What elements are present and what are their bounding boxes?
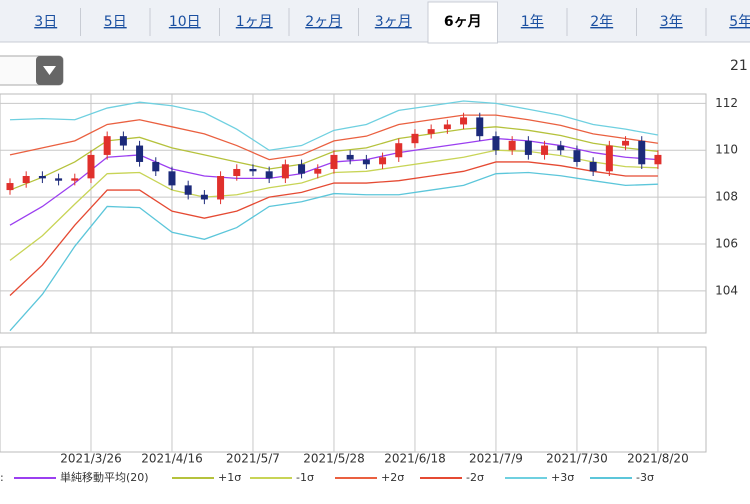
legend-text: -2σ: [466, 471, 484, 484]
candle-body: [233, 168, 241, 177]
candle-body: [379, 157, 387, 165]
y-tick-label: 112: [715, 96, 738, 110]
legend-text: +2σ: [381, 471, 404, 484]
candle-body: [605, 145, 613, 172]
candle-body: [362, 159, 370, 165]
candle-body: [460, 117, 468, 125]
candle-body: [71, 178, 79, 181]
tab[interactable]: 2年: [590, 14, 613, 30]
candle-body: [541, 145, 549, 155]
y-tick-label: 110: [715, 143, 738, 157]
corner-text: 21: [730, 58, 748, 74]
candle-body: [589, 161, 597, 172]
y-tick-label: 108: [715, 190, 738, 204]
candle-body: [346, 154, 354, 160]
legend-text: 単純移動平均(20): [60, 470, 149, 484]
candle-body: [411, 133, 419, 144]
candle-body: [427, 129, 435, 134]
tab[interactable]: 5年: [729, 14, 750, 30]
x-tick-label: 2021/8/20: [627, 452, 689, 466]
candle-body: [638, 140, 646, 165]
tab-bar: [0, 0, 750, 42]
candle-body: [103, 136, 111, 155]
candle-body: [508, 140, 516, 151]
tab[interactable]: 10日: [169, 14, 201, 30]
x-tick-label: 2021/7/9: [469, 452, 523, 466]
candle-body: [87, 154, 95, 179]
x-tick-label: 2021/6/18: [384, 452, 446, 466]
tab[interactable]: 6ヶ月: [444, 14, 482, 30]
tab[interactable]: 5日: [104, 14, 127, 30]
candle-body: [476, 117, 484, 137]
legend-label: :: [0, 471, 4, 484]
candle-body: [119, 136, 127, 146]
candle-body: [249, 168, 257, 172]
candle-body: [217, 176, 225, 200]
x-tick-label: 2021/5/7: [226, 452, 280, 466]
candle-body: [22, 176, 30, 184]
tab-selected-bg: [427, 1, 498, 44]
legend-text: +3σ: [551, 471, 574, 484]
x-tick-label: 2021/5/28: [303, 452, 365, 466]
x-tick-label: 2021/3/26: [60, 452, 122, 466]
y-tick-label: 106: [715, 236, 738, 250]
candle-body: [524, 140, 532, 155]
candle-body: [265, 171, 273, 179]
candle-body: [168, 171, 176, 186]
candle-body: [330, 154, 338, 169]
tab[interactable]: 2ヶ月: [305, 14, 342, 30]
tab[interactable]: 1年: [521, 14, 544, 30]
candle-body: [298, 164, 306, 174]
tab[interactable]: 3ヶ月: [375, 14, 412, 30]
candle-body: [38, 176, 46, 179]
candle-body: [184, 185, 192, 195]
x-tick-label: 2021/4/16: [141, 452, 203, 466]
candle-body: [622, 140, 630, 146]
candle-body: [492, 136, 500, 151]
legend-text: -1σ: [296, 471, 314, 484]
tab[interactable]: 3年: [660, 14, 683, 30]
candle-body: [654, 154, 662, 165]
candle-body: [136, 145, 144, 162]
candle-body: [557, 145, 565, 151]
candle-body: [443, 124, 451, 130]
tab[interactable]: 1ヶ月: [236, 14, 273, 30]
legend-text: +1σ: [218, 471, 241, 484]
band-line: [9, 171, 658, 332]
candle-body: [6, 183, 14, 191]
select-arrow: [43, 66, 56, 75]
y-tick-label: 104: [715, 283, 738, 297]
band-line: [9, 161, 658, 296]
candle-body: [281, 164, 289, 179]
candle-body: [314, 168, 322, 174]
candle-body: [152, 161, 160, 172]
candle-body: [55, 178, 63, 181]
sub-panel: [0, 346, 707, 453]
band-line: [9, 100, 659, 151]
candle-body: [573, 150, 581, 162]
x-tick-label: 2021/7/30: [546, 452, 608, 466]
price-panel: [0, 93, 707, 334]
legend-text: -3σ: [636, 471, 654, 484]
candle-body: [395, 143, 403, 158]
tab[interactable]: 3日: [34, 14, 57, 30]
candle-body: [200, 194, 208, 200]
range-select[interactable]: [0, 55, 64, 86]
band-line: [9, 114, 659, 161]
